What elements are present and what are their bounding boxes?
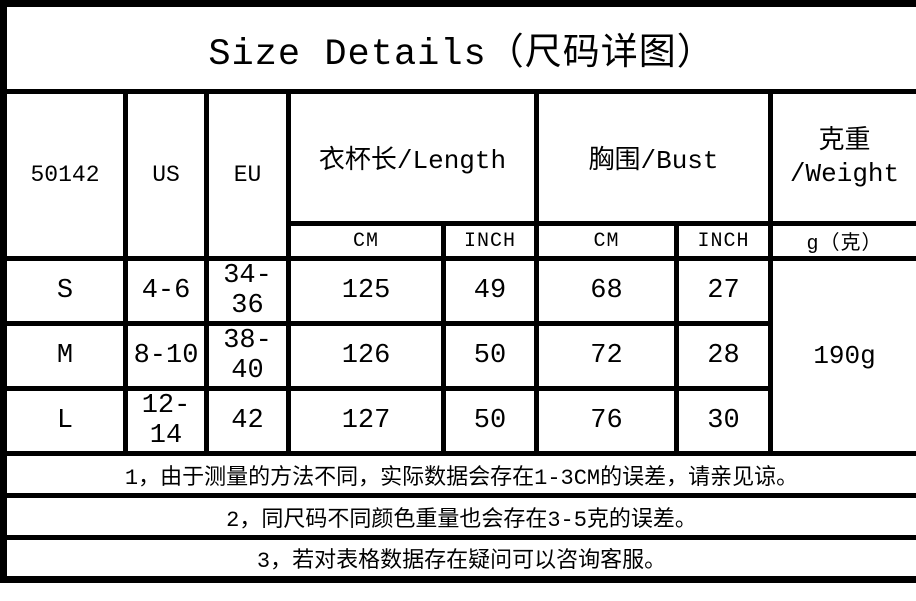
eu-size-cell: 38-40	[204, 321, 291, 391]
column-header-bust: 胸围/Bust	[534, 89, 773, 226]
table-title: Size Details（尺码详图）	[0, 1, 916, 94]
size-cell: L	[1, 386, 128, 456]
table-row-l: L 12-14 42 127 50 76 30	[1, 386, 916, 456]
bust-inch-cell: 27	[674, 256, 773, 326]
eu-size-cell: 42	[204, 386, 291, 456]
bust-cm-cell: 72	[534, 321, 679, 391]
note-contact-service: 3，若对表格数据存在疑问可以咨询客服。	[0, 535, 916, 582]
subheader-length-cm: CM	[286, 221, 446, 261]
note-measurement-tolerance: 1，由于测量的方法不同，实际数据会存在1-3CM的误差，请亲见谅。	[0, 451, 916, 498]
bust-cm-cell: 68	[534, 256, 679, 326]
size-chart-table: Size Details（尺码详图） 50142 US EU 衣杯长/Lengt…	[0, 0, 916, 583]
subheader-bust-inch: INCH	[674, 221, 773, 261]
table-row-s: S 4-6 34-36 125 49 68 27 190g	[1, 256, 916, 456]
bust-inch-cell: 28	[674, 321, 773, 391]
column-header-length: 衣杯长/Length	[286, 89, 539, 226]
weight-header-line1: 克重	[818, 126, 871, 156]
column-header-eu: EU	[204, 89, 291, 261]
subheader-weight-unit: g（克）	[767, 221, 916, 261]
subheader-length-inch: INCH	[441, 221, 539, 261]
column-header-us: US	[123, 89, 209, 261]
size-cell: M	[1, 321, 128, 391]
bust-cm-cell: 76	[534, 386, 679, 456]
us-size-cell: 12-14	[123, 386, 209, 456]
us-size-cell: 4-6	[123, 256, 209, 326]
us-size-cell: 8-10	[123, 321, 209, 391]
bust-inch-cell: 30	[674, 386, 773, 456]
eu-size-cell: 34-36	[204, 256, 291, 326]
table-row-m: M 8-10 38-40 126 50 72 28	[1, 321, 916, 391]
length-inch-cell: 49	[441, 256, 539, 326]
column-header-weight: 克重 /Weight	[767, 89, 916, 226]
weight-value-cell: 190g	[767, 256, 916, 456]
length-inch-cell: 50	[441, 386, 539, 456]
product-code-cell: 50142	[1, 89, 128, 261]
length-cm-cell: 127	[286, 386, 446, 456]
weight-header-line2: /Weight	[789, 158, 900, 189]
length-cm-cell: 125	[286, 256, 446, 326]
size-cell: S	[1, 256, 128, 326]
subheader-bust-cm: CM	[534, 221, 679, 261]
length-inch-cell: 50	[441, 321, 539, 391]
note-weight-tolerance: 2，同尺码不同颜色重量也会存在3-5克的误差。	[0, 493, 916, 540]
length-cm-cell: 126	[286, 321, 446, 391]
